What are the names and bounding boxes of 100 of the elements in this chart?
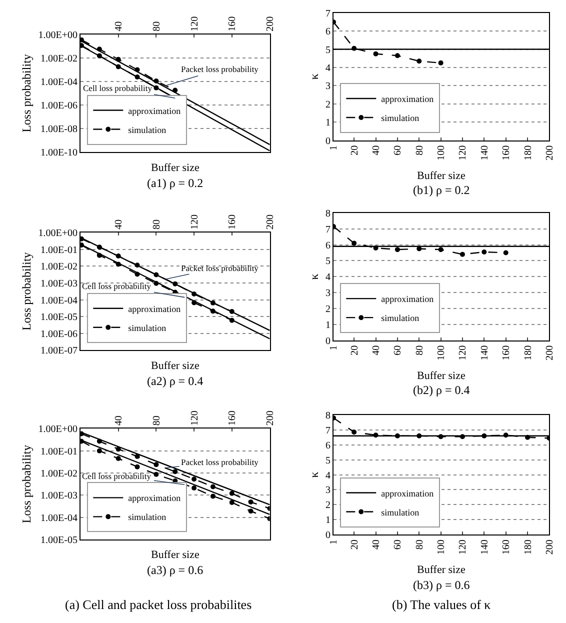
x-tick-label: 60: [392, 345, 404, 356]
x-tick-label: 20: [349, 145, 360, 156]
x-tick-label: 180: [522, 540, 534, 555]
point: [116, 254, 121, 259]
point: [134, 262, 140, 268]
point: [116, 56, 121, 62]
point: [525, 434, 530, 440]
point: [154, 462, 159, 468]
point: [352, 46, 357, 51]
text: (b1) ρ = 0.2: [413, 183, 470, 197]
y-tick-label: 1.00E-01: [40, 244, 78, 256]
legend-label: simulation: [381, 313, 420, 324]
x-axis-title: Buffer size: [417, 564, 466, 576]
y-axis-title: Loss probability: [20, 54, 34, 132]
point: [116, 262, 121, 267]
y-tick-label: 1.00E-02: [40, 53, 78, 64]
y-axis-title: Loss probability: [20, 252, 34, 331]
point: [394, 247, 400, 252]
point: [172, 281, 178, 286]
x-tick-label: 200: [265, 16, 276, 32]
text: (b3) ρ = 0.6: [413, 578, 470, 592]
x-tick-label: 40: [371, 145, 382, 156]
legend-label: simulation: [128, 322, 167, 333]
annotation: Packet loss probability: [181, 457, 260, 467]
x-tick-label: 80: [151, 220, 162, 230]
point: [116, 64, 121, 70]
y-tick-label: 6: [325, 240, 330, 252]
x-tick-label: 80: [414, 145, 426, 156]
point: [154, 280, 159, 286]
text: (b2) ρ = 0.4: [413, 383, 470, 397]
x-tick-label: 160: [501, 145, 512, 160]
point: [394, 53, 400, 58]
point: [96, 252, 102, 258]
x-tick-label: 140: [479, 145, 490, 160]
point: [154, 272, 159, 278]
point: [460, 434, 465, 440]
y-axis-title: κ: [306, 74, 321, 80]
x-tick-label: 180: [522, 345, 534, 360]
x-tick-label: 200: [544, 345, 556, 360]
y-tick-label: 3: [325, 81, 330, 92]
y-axis-title: κ: [306, 274, 321, 280]
x-tick-label: 120: [189, 214, 200, 230]
point: [192, 486, 197, 491]
point: [416, 433, 422, 438]
x-tick-label: 40: [114, 416, 125, 426]
x-tick-label: 40: [371, 540, 382, 550]
x-tick-label: 180: [522, 145, 534, 160]
legend-label: simulation: [381, 507, 420, 518]
annotation: Cell loss probability: [82, 281, 152, 291]
y-tick-label: 1: [325, 320, 330, 331]
x-tick-label: 200: [544, 145, 556, 160]
x-tick-label: 40: [114, 21, 125, 32]
x-tick-label: 40: [371, 345, 382, 356]
x-tick-label: 160: [227, 16, 238, 32]
x-tick-label: 120: [189, 410, 200, 426]
y-tick-label: 1.00E-06: [40, 100, 78, 112]
y-tick-label: 0: [325, 336, 330, 347]
legend-label: approximation: [128, 304, 182, 314]
point: [134, 454, 140, 459]
x-tick-label: 160: [501, 540, 512, 555]
y-tick-label: 1.00E+00: [38, 30, 78, 41]
x-tick-label: 100: [436, 345, 448, 360]
point: [134, 67, 140, 72]
x-tick-label: 1: [328, 540, 340, 545]
y-tick-label: 0: [325, 136, 330, 147]
point: [352, 240, 357, 246]
legend-label: approximation: [381, 94, 434, 104]
point: [134, 464, 140, 470]
y-tick-label: 3: [325, 485, 330, 496]
y-tick-label: 1: [325, 515, 330, 526]
x-axis-title: Buffer size: [151, 162, 200, 174]
point: [210, 484, 216, 490]
x-axis-title: Buffer size: [151, 360, 200, 372]
y-tick-label: 1.00E-05: [40, 312, 78, 324]
y-tick-label: 1: [325, 118, 330, 129]
y-axis-title: Loss probability: [20, 444, 34, 524]
x-tick-label: 80: [414, 540, 426, 550]
point: [192, 300, 197, 306]
point: [373, 51, 378, 56]
legend-label: approximation: [381, 294, 434, 304]
point: [438, 247, 444, 252]
x-tick-label: 80: [151, 416, 162, 426]
point: [96, 438, 102, 444]
x-tick-label: 100: [436, 540, 448, 555]
x-tick-label: 120: [189, 16, 200, 32]
x-tick-label: 140: [479, 345, 490, 360]
x-tick-label: 80: [414, 345, 426, 356]
point: [96, 448, 102, 454]
x-tick-label: 60: [392, 540, 404, 550]
legend-label: approximation: [128, 106, 182, 116]
text: (a2) ρ = 0.4: [147, 374, 204, 388]
legend-label: approximation: [381, 488, 434, 498]
point: [482, 433, 487, 438]
x-tick-label: 1: [328, 345, 340, 350]
y-tick-label: 1.00E-04: [40, 77, 78, 88]
x-tick-label: 200: [265, 410, 276, 426]
point: [460, 252, 465, 257]
text: (a1) ρ = 0.2: [147, 176, 204, 190]
x-tick-label: 200: [265, 214, 276, 230]
y-tick-label: 8: [325, 208, 330, 220]
